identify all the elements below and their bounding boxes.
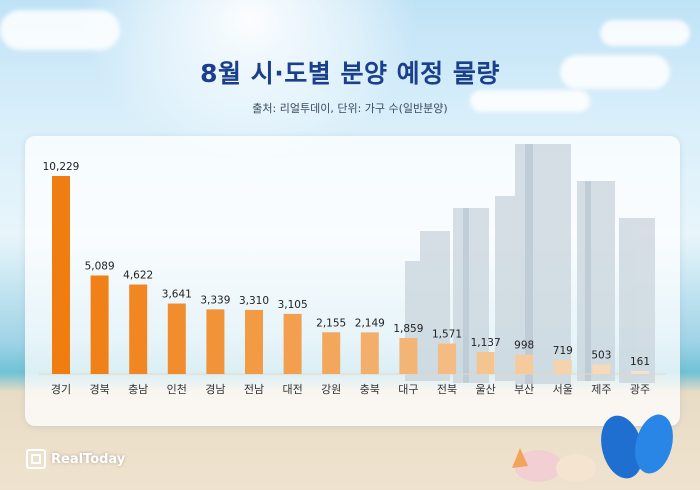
- bar-광주: [631, 370, 649, 374]
- category-label: 전북: [437, 383, 457, 396]
- bar-전남: [245, 309, 263, 374]
- chart-subtitle: 출처: 리얼투데이, 단위: 가구 수(일반분양): [252, 102, 448, 115]
- bar-value-label: 10,229: [43, 161, 80, 173]
- category-label: 강원: [321, 383, 341, 396]
- bar-부산: [515, 354, 534, 374]
- bar-value-label: 1,137: [471, 337, 501, 349]
- bar-서울: [553, 360, 572, 374]
- cloud: [470, 90, 590, 112]
- bar-value-label: 5,089: [85, 260, 115, 272]
- chart-title: 8월 시·도별 분양 예정 물량: [200, 59, 500, 88]
- bar-value-label: 503: [591, 349, 611, 361]
- bar-대구: [399, 338, 418, 374]
- chart-panel: 10,229 경기 5,089 경북 4,622 충남 3,641 인천 3,339 경남 3,31…: [25, 136, 680, 426]
- category-label: 인천: [167, 382, 187, 396]
- bar-울산: [476, 351, 495, 374]
- realtoday-logo-icon: [26, 449, 46, 469]
- category-label: 경기: [51, 383, 71, 396]
- bar-전북: [438, 343, 456, 374]
- bar-value-label: 1,859: [393, 323, 423, 335]
- category-label: 경남: [205, 383, 225, 396]
- category-label: 경북: [89, 383, 109, 396]
- bar-경북: [90, 275, 109, 374]
- bar-충북: [360, 332, 379, 374]
- category-label: 대구: [398, 383, 418, 396]
- bar-value-label: 3,339: [200, 294, 230, 306]
- cloud: [560, 55, 670, 89]
- bar-value-label: 4,622: [123, 270, 153, 282]
- flip-flops-decoration: [601, 414, 673, 479]
- seashell-decoration: [512, 448, 596, 482]
- bar-value-label: 2,149: [355, 317, 385, 329]
- bar-value-label: 998: [514, 340, 534, 352]
- category-label: 울산: [475, 383, 495, 396]
- bar-value-label: 1,571: [432, 329, 462, 341]
- bar-value-label: 3,105: [278, 299, 308, 311]
- cloud: [600, 20, 690, 46]
- cloud: [0, 10, 120, 50]
- bar-대전: [283, 313, 302, 374]
- bar-value-label: 719: [553, 345, 573, 357]
- bar-value-label: 3,641: [162, 289, 192, 301]
- bar-value-label: 2,155: [316, 317, 346, 329]
- bar-value-label: 161: [630, 356, 650, 368]
- category-label: 충북: [360, 383, 380, 396]
- bar-chart: 10,229 경기 5,089 경북 4,622 충남 3,641 인천 3,339 경남 3,31…: [39, 161, 666, 396]
- category-label: 제주: [591, 383, 611, 396]
- bar-value-label: 3,310: [239, 295, 269, 307]
- category-label: 광주: [630, 383, 650, 396]
- category-label: 대전: [282, 383, 302, 396]
- category-label: 서울: [553, 383, 573, 396]
- category-label: 충남: [128, 383, 148, 396]
- bar-제주: [592, 364, 611, 374]
- bar-경남: [206, 309, 225, 374]
- sun-glow: [80, 0, 420, 160]
- category-label: 부산: [514, 383, 534, 396]
- bar-강원: [322, 332, 341, 374]
- bar-충남: [129, 284, 148, 374]
- realtoday-logo: RealToday: [26, 449, 125, 469]
- logo-text: RealToday: [51, 451, 126, 467]
- bar-인천: [167, 303, 186, 374]
- bar-경기: [52, 176, 70, 374]
- category-label: 전남: [244, 383, 264, 396]
